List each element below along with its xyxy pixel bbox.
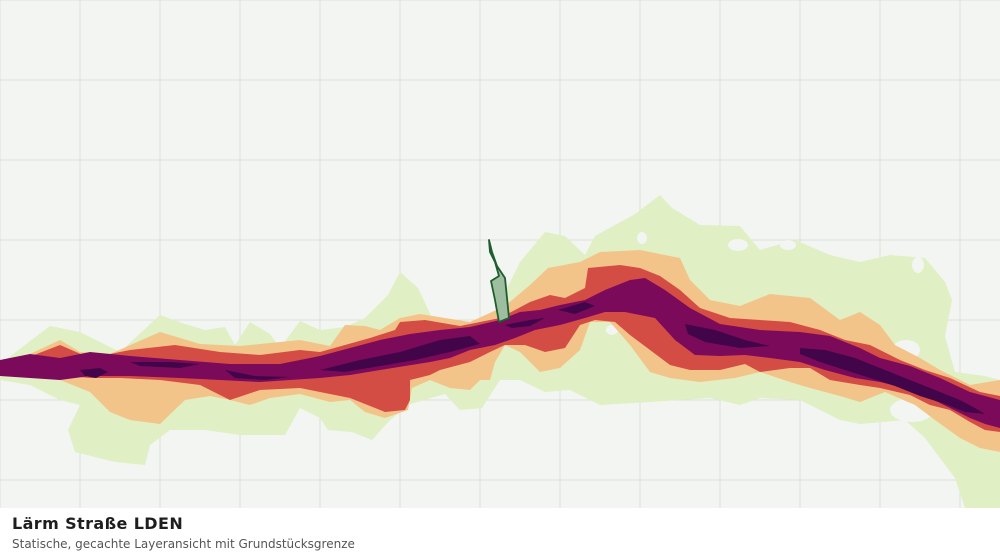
noise-map-svg: [0, 0, 1000, 508]
map-title: Lärm Straße LDEN: [12, 514, 184, 533]
parcel-boundary[interactable]: [488, 239, 510, 323]
noise-band-highest: [80, 302, 985, 414]
noise-map-canvas[interactable]: [0, 0, 1000, 508]
map-subtitle: Statische, gecachte Layeransicht mit Gru…: [12, 537, 355, 551]
map-grid: [0, 0, 1000, 508]
noise-band-2: [0, 250, 1000, 452]
map-caption: Lärm Straße LDEN Statische, gecachte Lay…: [0, 508, 1000, 560]
noise-band-3: [0, 265, 1000, 432]
